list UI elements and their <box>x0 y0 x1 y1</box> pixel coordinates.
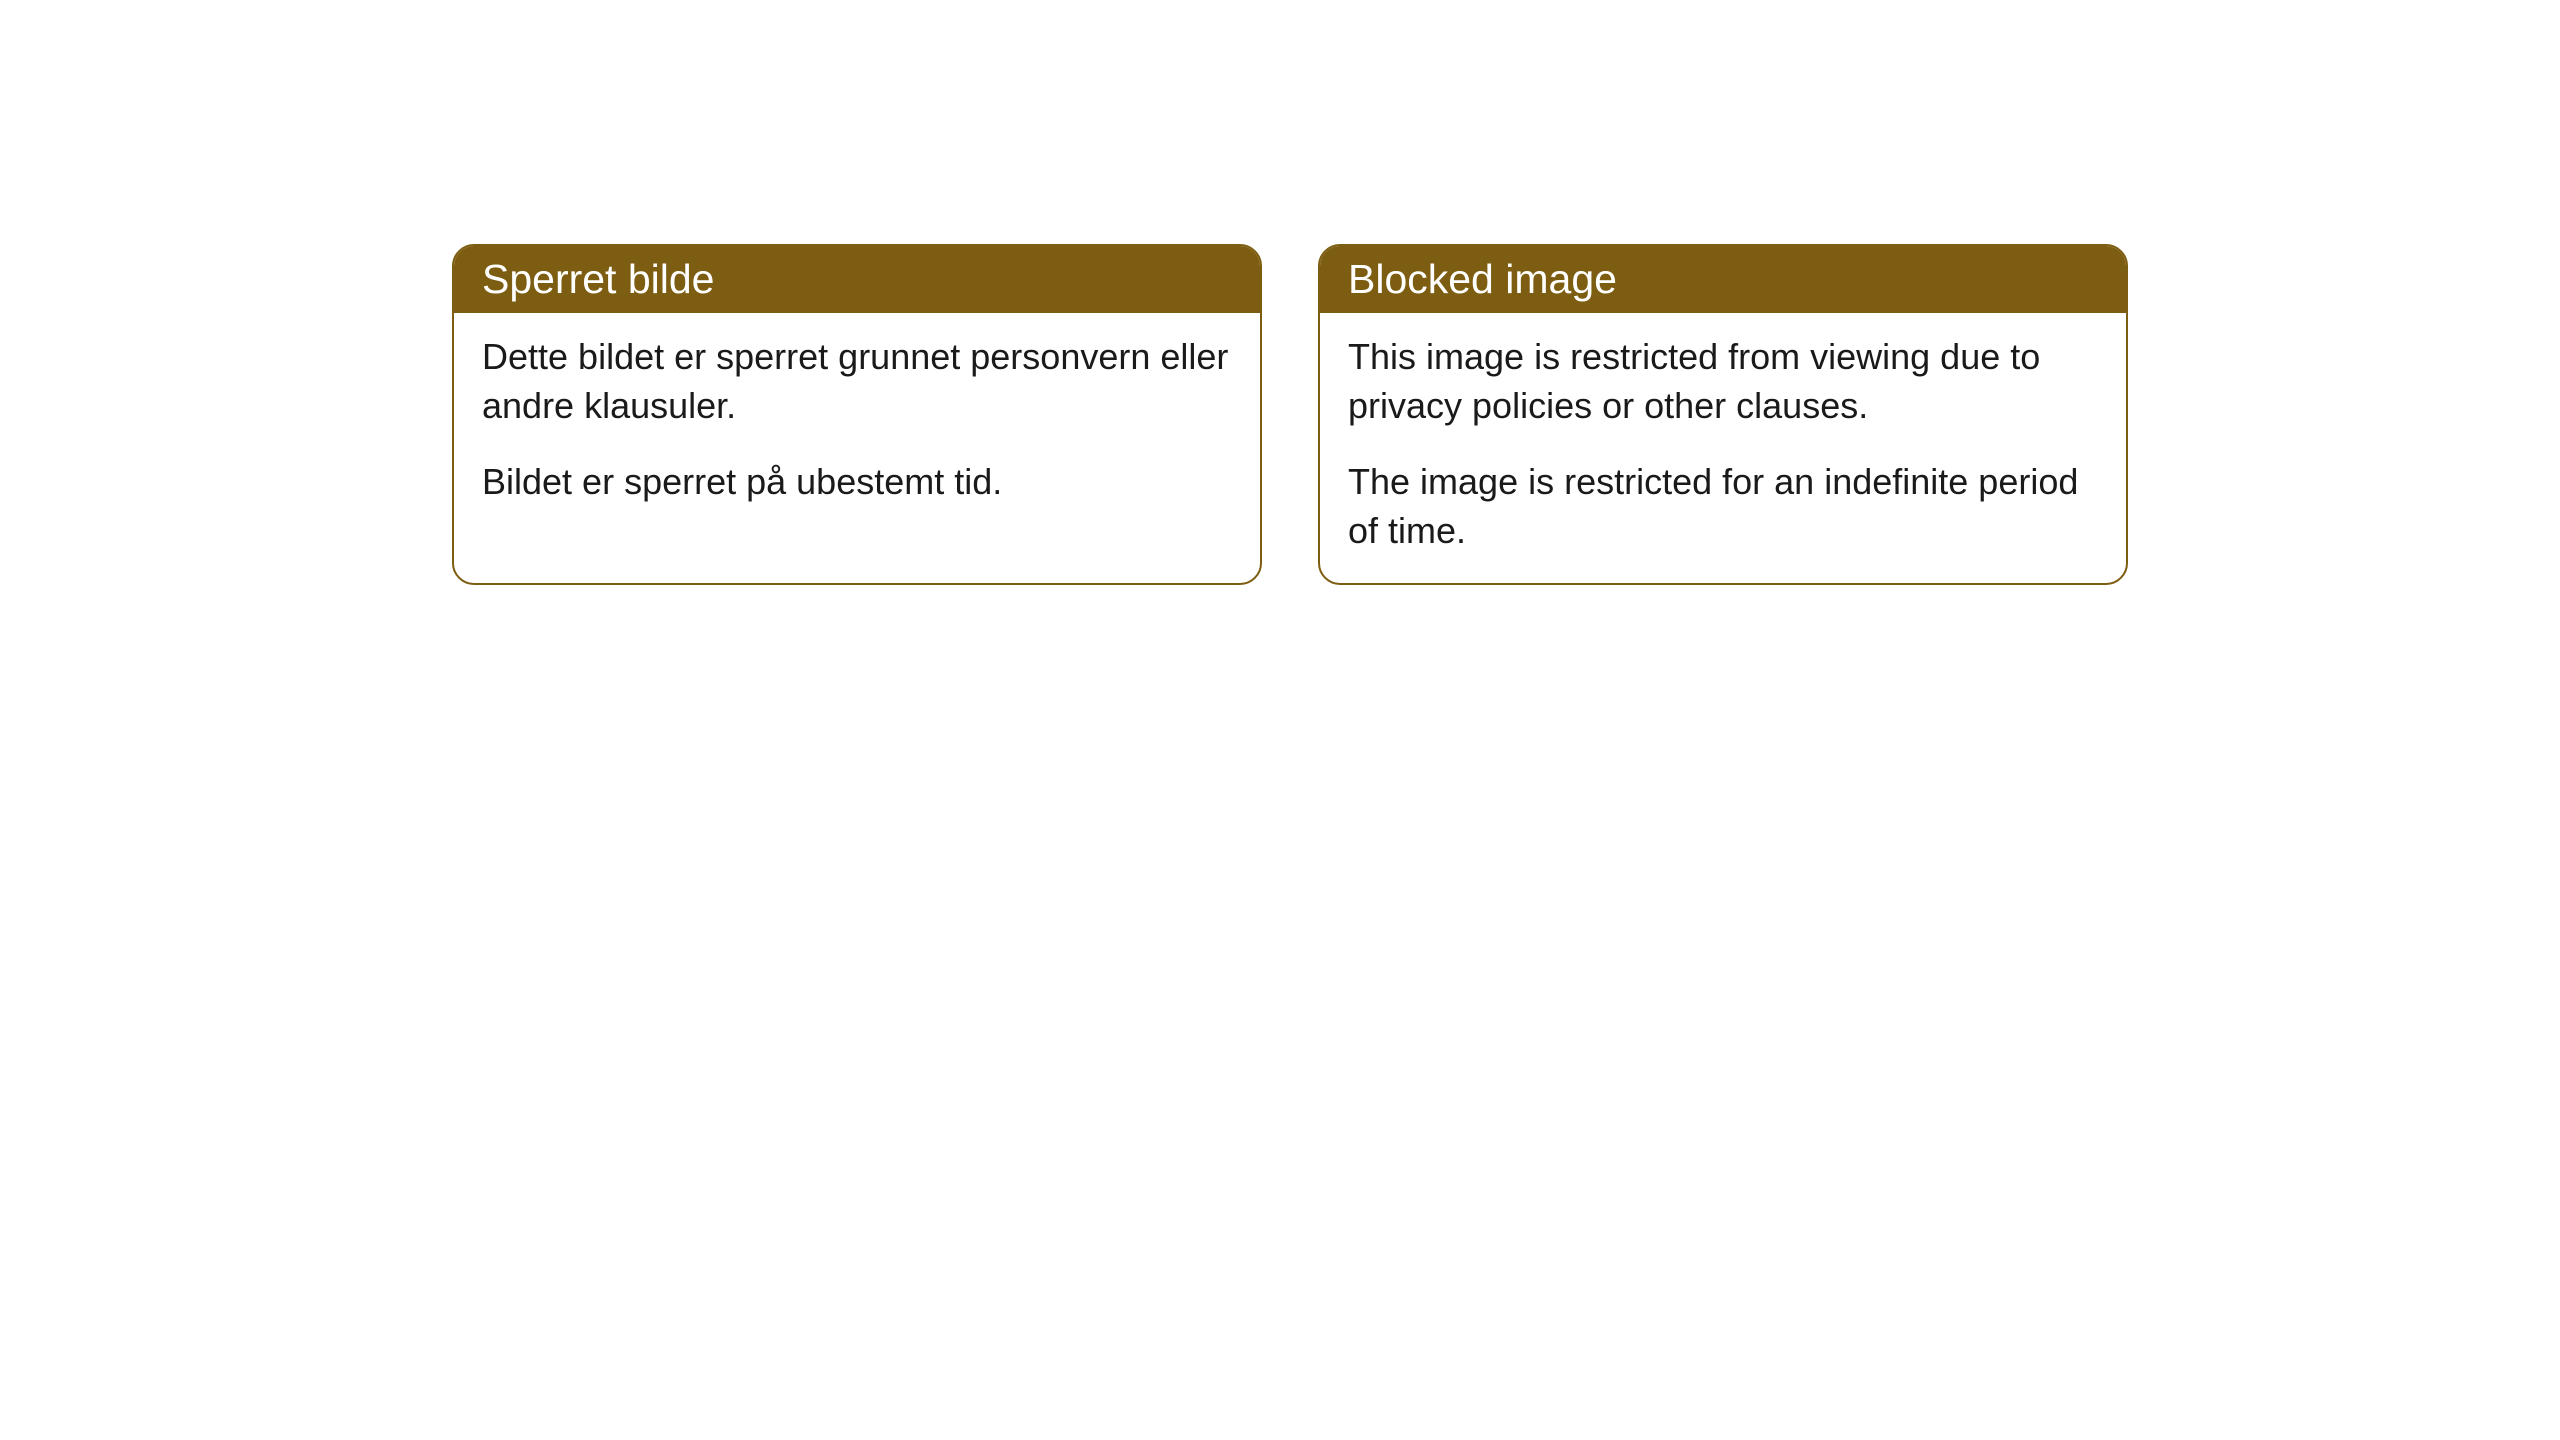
notice-header-norwegian: Sperret bilde <box>454 246 1260 313</box>
notice-card-english: Blocked image This image is restricted f… <box>1318 244 2128 585</box>
notice-title: Blocked image <box>1348 256 1617 302</box>
notice-body-norwegian: Dette bildet er sperret grunnet personve… <box>454 313 1260 535</box>
notice-card-norwegian: Sperret bilde Dette bildet er sperret gr… <box>452 244 1262 585</box>
notice-body-english: This image is restricted from viewing du… <box>1320 313 2126 583</box>
notice-header-english: Blocked image <box>1320 246 2126 313</box>
notice-paragraph: This image is restricted from viewing du… <box>1348 333 2098 430</box>
notice-paragraph: Dette bildet er sperret grunnet personve… <box>482 333 1232 430</box>
notice-cards-container: Sperret bilde Dette bildet er sperret gr… <box>452 244 2560 585</box>
notice-paragraph: The image is restricted for an indefinit… <box>1348 458 2098 555</box>
notice-paragraph: Bildet er sperret på ubestemt tid. <box>482 458 1232 507</box>
notice-title: Sperret bilde <box>482 256 714 302</box>
